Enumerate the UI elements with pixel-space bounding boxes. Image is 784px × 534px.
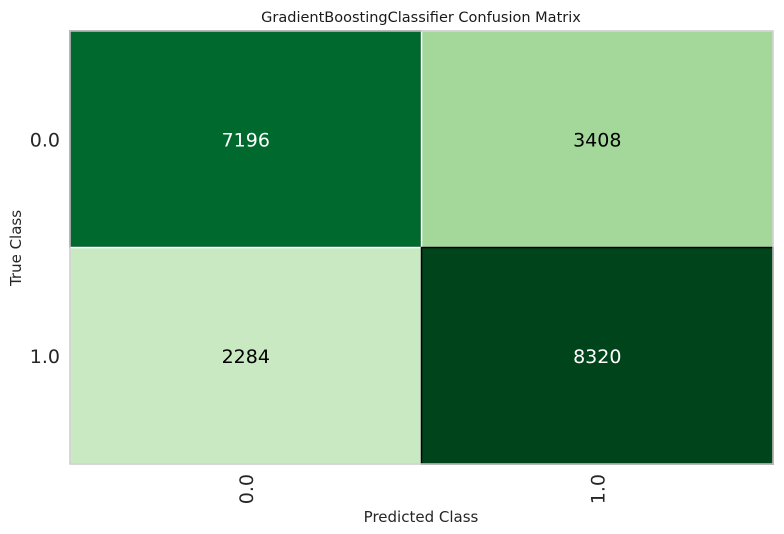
cell-value-label-1-1: 8320 xyxy=(573,346,621,368)
plot-frame xyxy=(69,30,774,465)
axis-ticks: 0.0 1.0 0.0 1.0 xyxy=(30,129,609,504)
heatmap-cells: 7196 3408 2284 8320 xyxy=(69,30,774,465)
heatmap-cell-1-0 xyxy=(69,246,423,465)
cell-value-label-0-0: 7196 xyxy=(222,129,270,151)
y-tick-label-1: 1.0 xyxy=(30,346,60,368)
heatmap-cell-0-0 xyxy=(69,30,423,249)
heatmap-cell-0-1 xyxy=(420,30,774,249)
cell-value-label-1-0: 2284 xyxy=(222,346,270,368)
x-tick-label-1: 1.0 xyxy=(587,474,609,504)
heatmap-cell-1-1 xyxy=(420,246,774,465)
y-axis-label: True Class xyxy=(7,210,25,287)
cell-value-label-0-1: 3408 xyxy=(573,129,621,151)
y-tick-label-0: 0.0 xyxy=(30,129,60,151)
x-tick-label-0: 0.0 xyxy=(236,474,258,504)
x-axis-label: Predicted Class xyxy=(364,508,479,526)
chart-title: GradientBoostingClassifier Confusion Mat… xyxy=(261,10,581,26)
